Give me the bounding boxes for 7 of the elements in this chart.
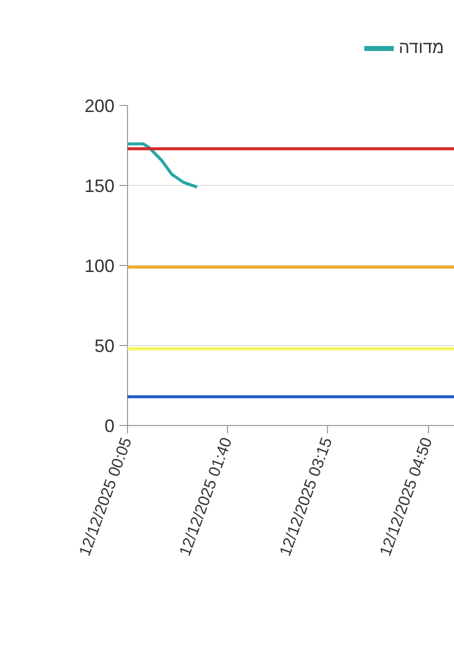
- y-tick-label: 100: [84, 256, 115, 276]
- legend-label: מדודה: [398, 38, 444, 58]
- y-tick-label: 0: [104, 416, 115, 436]
- line-series: [128, 142, 199, 189]
- y-tick-label: 150: [84, 176, 115, 196]
- y-tick-label: 50: [94, 336, 115, 356]
- y-tick-label: 200: [84, 96, 115, 116]
